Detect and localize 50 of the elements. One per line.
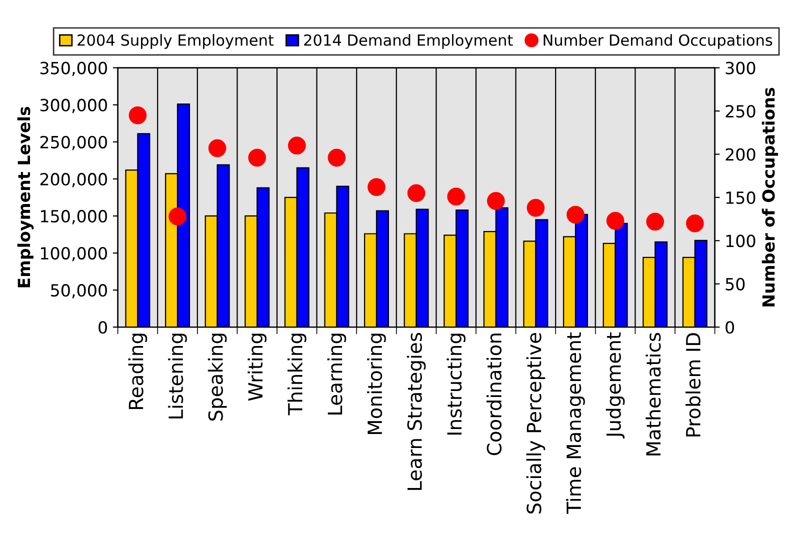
point: [128, 106, 147, 124]
y-tick-label: 0: [98, 321, 107, 334]
point: [288, 136, 306, 154]
y-tick-label: 250,000: [40, 136, 107, 150]
point: [606, 212, 624, 230]
legend-label: 2014 Demand Employment: [304, 34, 513, 49]
y2-tick-label: 250: [726, 104, 756, 118]
x-tick-label: Time Management: [566, 332, 585, 514]
legend-label: Number Demand Occupations: [544, 34, 772, 49]
y2-axis-title: Number of Occupations: [762, 88, 778, 306]
x-tick-label: Thinking: [288, 334, 306, 416]
point: [208, 139, 226, 158]
point: [526, 198, 545, 217]
x-tick-label: Problem ID: [686, 333, 701, 436]
y-tick-label: 50,000: [51, 284, 107, 298]
x-tick-label: Coordination: [486, 334, 502, 456]
y-tick-label: 300,000: [40, 98, 107, 114]
point: [447, 188, 466, 206]
y2-tick-label: 50: [726, 278, 745, 290]
point: [486, 192, 505, 210]
point: [328, 148, 346, 167]
x-tick-label: Learning: [327, 334, 346, 414]
y2-tick-label: 300: [726, 62, 756, 74]
point: [646, 212, 664, 231]
y2-tick-label: 100: [726, 234, 756, 248]
y-tick-label: 200,000: [40, 172, 107, 188]
x-tick-label: Speaking: [208, 334, 227, 421]
point: [407, 184, 426, 202]
x-tick-label: Reading: [128, 334, 148, 409]
y2-tick-label: 0: [726, 321, 734, 334]
y2-tick-label: 200: [726, 148, 756, 161]
y-tick-label: 100,000: [40, 246, 107, 262]
point: [566, 206, 584, 224]
y-axis-title: Employment Levels: [17, 106, 34, 288]
x-tick-label: Learn Strategies: [406, 332, 426, 490]
x-tick-label: Instructing: [446, 334, 466, 435]
point: [368, 178, 386, 196]
y2-tick-label: 150: [726, 191, 756, 204]
point: [168, 208, 186, 226]
x-tick-label: Writing: [248, 334, 267, 401]
y-tick-label: 150,000: [40, 210, 107, 224]
x-tick-label: Judgement: [606, 332, 625, 439]
point: [248, 148, 266, 167]
x-tick-label: Socially Perceptive: [526, 333, 546, 514]
x-tick-label: Listening: [168, 334, 187, 418]
legend-label: 2004 Supply Employment: [78, 34, 274, 49]
y-tick-label: 350,000: [40, 62, 107, 76]
x-tick-label: Monitoring: [367, 334, 386, 434]
point: [686, 214, 704, 232]
x-tick-label: Mathematics: [646, 332, 661, 456]
